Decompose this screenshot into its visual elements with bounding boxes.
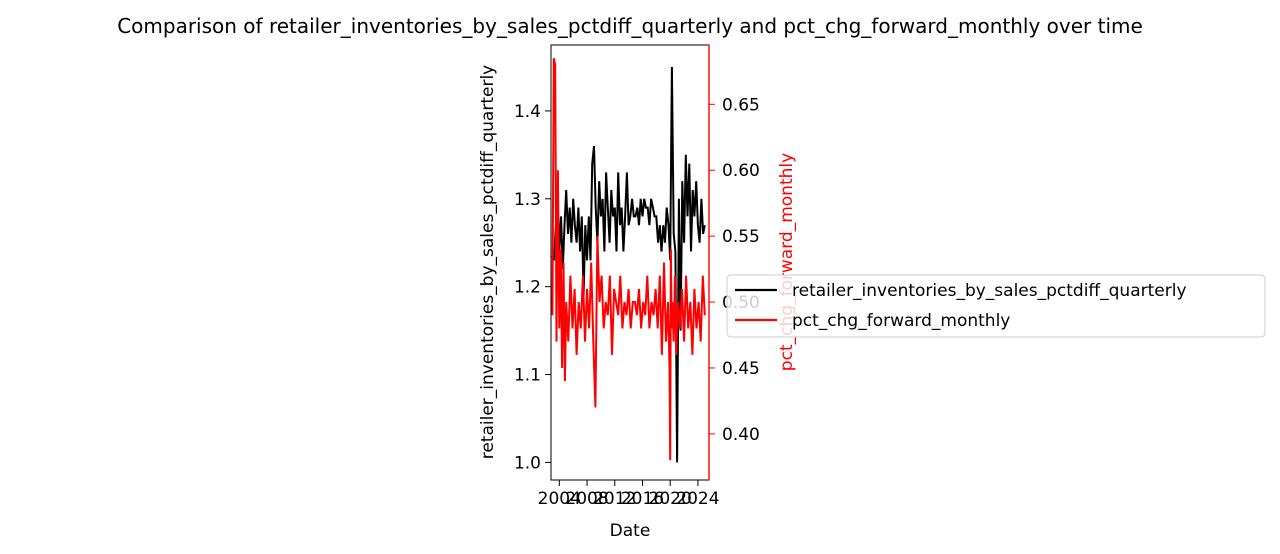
y-left-tick-label: 1.3: [514, 190, 541, 210]
chart-title: Comparison of retailer_inventories_by_sa…: [117, 14, 1143, 38]
x-tick-label: 2008: [565, 489, 608, 509]
y-left-tick-label: 1.0: [514, 453, 541, 473]
series-pct-chg-forward-line: [551, 57, 706, 461]
plot-frame: [550, 44, 710, 481]
x-tick-label: 2024: [676, 489, 719, 509]
legend: retailer_inventories_by_sales_pctdiff_qu…: [726, 274, 1266, 338]
y-right-tick-label: 0.60: [722, 161, 760, 181]
x-axis-label: Date: [610, 521, 651, 541]
y-axis-left-label: retailer_inventories_by_sales_pctdiff_qu…: [478, 65, 498, 460]
x-tick-label: 2016: [621, 489, 664, 509]
legend-box: [726, 274, 1266, 338]
y-right-tick-label: 0.45: [722, 359, 760, 379]
x-tick-label: 2012: [593, 489, 636, 509]
y-left-tick-label: 1.2: [514, 278, 541, 298]
y-axis-right-label: pct_chg_forward_monthly: [777, 153, 797, 371]
y-left-tick-label: 1.1: [514, 366, 541, 386]
y-right-tick-label: 0.65: [722, 95, 760, 115]
y-right-tick-label: 0.40: [722, 425, 760, 445]
y-axis-right: 0.400.450.500.550.600.65: [709, 95, 760, 445]
legend-label-retailer-inventories: retailer_inventories_by_sales_pctdiff_qu…: [792, 281, 1187, 301]
y-right-tick-label: 0.55: [722, 227, 760, 247]
y-left-tick-label: 1.4: [514, 102, 541, 122]
legend-label-pct-chg-forward: pct_chg_forward_monthly: [792, 311, 1010, 331]
plot-area: [550, 44, 710, 481]
x-tick-label: 2020: [649, 489, 692, 509]
series-retailer-inventories-line: [551, 66, 706, 463]
y-axis-left: 1.0 1.1 1.2 1.3 1.4: [514, 102, 551, 473]
x-tick-label: 2004: [538, 489, 581, 509]
